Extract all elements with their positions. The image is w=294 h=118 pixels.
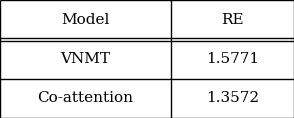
Text: 1.3572: 1.3572 <box>206 91 259 105</box>
Text: 1.5771: 1.5771 <box>206 52 259 66</box>
Text: VNMT: VNMT <box>60 52 110 66</box>
Text: RE: RE <box>221 13 243 27</box>
Text: Co-attention: Co-attention <box>37 91 133 105</box>
Text: Model: Model <box>61 13 109 27</box>
